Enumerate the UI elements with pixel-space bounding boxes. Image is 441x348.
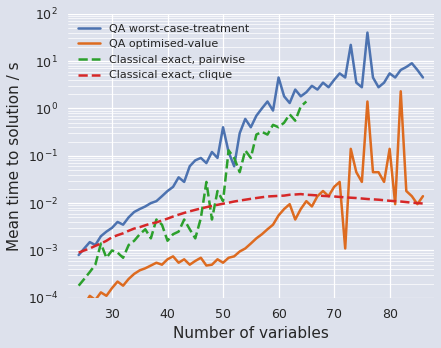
Classical exact, pairwise [270, 123, 276, 127]
Classical exact, pairwise [137, 232, 142, 236]
QA optimised-value [315, 194, 320, 198]
QA optimised-value [248, 242, 254, 246]
Classical exact, pairwise [215, 189, 220, 193]
Classical exact, pairwise [254, 133, 259, 137]
Classical exact, pairwise [109, 248, 115, 253]
QA optimised-value [415, 202, 420, 206]
Classical exact, pairwise [170, 232, 176, 236]
Legend: QA worst-case-treatment, QA optimised-value, Classical exact, pairwise, Classica: QA worst-case-treatment, QA optimised-va… [73, 19, 254, 85]
Classical exact, clique [248, 197, 254, 201]
Classical exact, pairwise [187, 227, 192, 231]
Classical exact, clique [170, 214, 176, 219]
Classical exact, pairwise [104, 256, 109, 260]
QA optimised-value [398, 89, 404, 93]
Classical exact, pairwise [176, 230, 181, 234]
Classical exact, pairwise [148, 236, 153, 240]
QA worst-case-treatment [237, 131, 243, 135]
QA optimised-value [76, 315, 81, 319]
Classical exact, pairwise [265, 133, 270, 137]
Classical exact, pairwise [304, 100, 309, 104]
Classical exact, clique [298, 192, 303, 196]
Classical exact, pairwise [115, 251, 120, 255]
Classical exact, pairwise [281, 121, 287, 125]
QA worst-case-treatment [248, 125, 254, 129]
Line: QA optimised-value: QA optimised-value [78, 91, 423, 317]
QA worst-case-treatment [315, 87, 320, 92]
Classical exact, pairwise [209, 218, 215, 222]
QA optimised-value [182, 257, 187, 261]
Classical exact, pairwise [259, 130, 265, 134]
Classical exact, pairwise [165, 239, 170, 243]
Classical exact, pairwise [292, 119, 298, 123]
Classical exact, pairwise [82, 277, 87, 281]
QA optimised-value [420, 194, 426, 198]
Classical exact, pairwise [287, 112, 292, 117]
Classical exact, pairwise [87, 270, 93, 274]
Classical exact, pairwise [98, 242, 104, 246]
Classical exact, pairwise [154, 218, 159, 222]
Classical exact, pairwise [204, 180, 209, 184]
Classical exact, pairwise [131, 239, 137, 243]
X-axis label: Number of variables: Number of variables [173, 326, 329, 341]
QA worst-case-treatment [182, 180, 187, 184]
Classical exact, clique [182, 211, 187, 215]
Classical exact, pairwise [226, 148, 231, 152]
Classical exact, pairwise [142, 227, 148, 231]
Classical exact, pairwise [182, 218, 187, 222]
Classical exact, clique [420, 201, 426, 206]
QA optimised-value [170, 254, 176, 259]
Classical exact, pairwise [298, 104, 303, 109]
QA worst-case-treatment [415, 68, 420, 72]
Classical exact, pairwise [159, 223, 164, 227]
QA worst-case-treatment [420, 76, 426, 80]
Classical exact, pairwise [243, 148, 248, 152]
Classical exact, pairwise [248, 156, 254, 160]
QA optimised-value [237, 250, 243, 254]
Line: QA worst-case-treatment: QA worst-case-treatment [78, 33, 423, 255]
Classical exact, pairwise [198, 216, 203, 220]
Classical exact, clique [415, 201, 420, 205]
Classical exact, pairwise [126, 243, 131, 247]
Classical exact, pairwise [193, 236, 198, 240]
Classical exact, clique [237, 198, 243, 203]
QA worst-case-treatment [365, 31, 370, 35]
Classical exact, pairwise [76, 284, 81, 288]
Classical exact, pairwise [237, 170, 243, 174]
Classical exact, clique [320, 194, 325, 198]
Line: Classical exact, clique: Classical exact, clique [78, 194, 423, 253]
Line: Classical exact, pairwise: Classical exact, pairwise [78, 102, 306, 286]
Classical exact, pairwise [120, 256, 126, 260]
QA worst-case-treatment [76, 253, 81, 257]
Classical exact, clique [76, 251, 81, 255]
Classical exact, pairwise [276, 125, 281, 129]
Classical exact, pairwise [232, 156, 237, 160]
Y-axis label: Mean time to solution / s: Mean time to solution / s [7, 61, 22, 251]
Classical exact, pairwise [93, 263, 98, 267]
Classical exact, pairwise [220, 199, 226, 203]
QA worst-case-treatment [170, 185, 176, 189]
